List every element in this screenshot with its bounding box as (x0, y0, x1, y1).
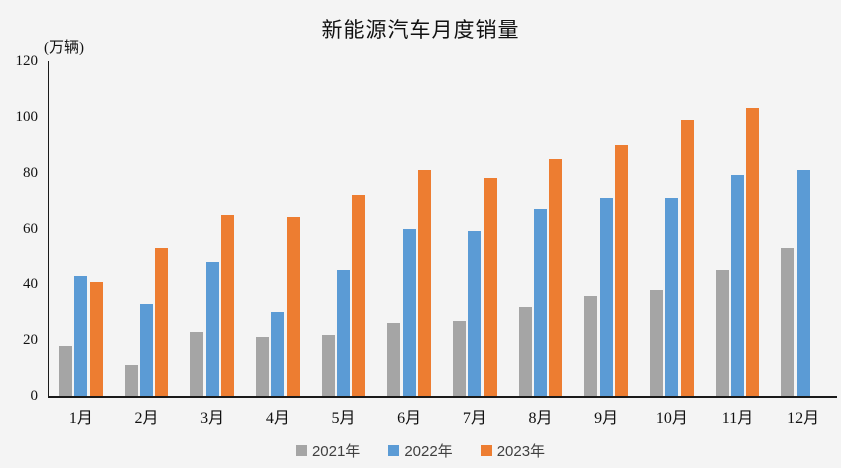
bar (286, 217, 300, 396)
bar (417, 169, 431, 396)
bar (155, 248, 169, 396)
legend-swatch-icon (295, 445, 307, 456)
bar (534, 208, 547, 396)
bar (321, 334, 335, 396)
y-tick-label: 100 (15, 108, 39, 125)
y-tick-label: 0 (30, 388, 39, 404)
y-tick-label: 40 (23, 276, 38, 293)
bar (680, 119, 694, 396)
bar (387, 323, 401, 396)
legend: 2021年 2022年 2023年 (0, 440, 841, 461)
bar (599, 197, 613, 396)
x-tick-label: 6月 (397, 410, 422, 427)
legend-label: 2023年 (496, 443, 546, 460)
x-tick-label: 2月 (134, 410, 159, 427)
bar (256, 337, 270, 396)
bar (796, 169, 810, 396)
bar (453, 320, 467, 396)
bar (665, 197, 679, 396)
x-tick-label: 8月 (528, 410, 553, 427)
bar (483, 178, 497, 396)
bar (731, 175, 744, 396)
legend-item: 2021年 (295, 440, 361, 461)
bar (518, 306, 532, 396)
x-tick-label: 1月 (68, 410, 93, 427)
x-tick-label: 4月 (265, 410, 290, 427)
y-tick-label: 120 (15, 53, 39, 69)
bar (468, 231, 482, 396)
bar (614, 144, 628, 396)
legend-item: 2023年 (480, 440, 546, 461)
bar (74, 275, 88, 396)
bar (781, 248, 795, 396)
y-tick-label: 80 (23, 164, 38, 181)
legend-swatch-icon (480, 445, 492, 456)
bar (402, 228, 416, 396)
bar (140, 303, 153, 396)
y-tick-label: 60 (23, 220, 38, 237)
x-tick-label: 9月 (594, 410, 619, 427)
x-tick-label: 5月 (331, 410, 356, 427)
bar (715, 270, 729, 396)
bar (220, 214, 234, 396)
legend-label: 2021年 (311, 443, 361, 460)
legend-label: 2022年 (404, 443, 453, 460)
y-tick-label: 20 (23, 332, 38, 349)
bar (352, 195, 366, 396)
plot-area (48, 61, 837, 398)
bar (190, 331, 204, 396)
bar (584, 295, 598, 396)
bar (746, 108, 760, 396)
legend-item: 2022年 (388, 440, 453, 461)
bar (549, 158, 563, 396)
bar (650, 289, 664, 396)
x-tick-label: 12月 (787, 410, 820, 427)
legend-swatch-icon (388, 445, 400, 456)
bar (124, 365, 138, 396)
x-tick-label: 7月 (462, 410, 487, 427)
y-axis-unit-label: (万辆) (44, 40, 84, 56)
bar (271, 312, 285, 396)
bar (89, 281, 103, 396)
chart-title: 新能源汽车月度销量 (321, 18, 520, 42)
bar (59, 345, 73, 396)
x-tick-label: 3月 (200, 410, 225, 427)
bar (337, 270, 350, 396)
x-tick-label: 11月 (721, 410, 754, 427)
x-tick-label: 10月 (655, 410, 688, 427)
bar (205, 262, 219, 396)
